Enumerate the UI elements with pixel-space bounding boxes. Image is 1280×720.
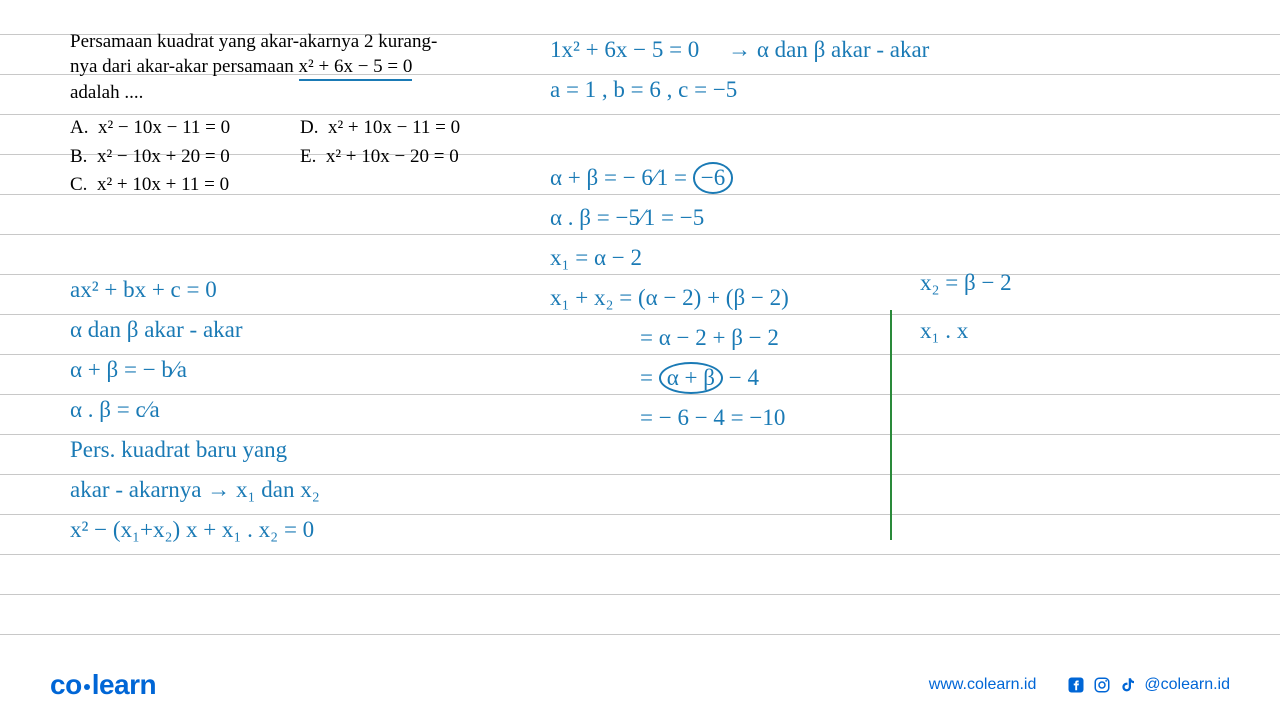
option-e-text: x² + 10x − 20 = 0 — [326, 146, 459, 167]
hw-left-4: α . β = c⁄a — [70, 390, 320, 430]
hw-r8-circled: α + β — [659, 362, 723, 394]
hw-left-7: x² − (x₁+x₂) x + x₁ . x₂ = 0 — [70, 510, 320, 550]
equation-underlined: x² + 6x − 5 = 0 — [299, 56, 413, 77]
hw-r8b: − 4 — [723, 365, 759, 390]
option-a-text: x² − 10x − 11 = 0 — [98, 117, 230, 138]
hw-r8a: = — [640, 365, 659, 390]
hw-left-5: Pers. kuadrat baru yang — [70, 430, 320, 470]
social-handles: @colearn.id — [1066, 675, 1230, 695]
brand-logo: colearn — [50, 669, 156, 701]
footer-bar: colearn www.colearn.id @colearn.id — [0, 650, 1280, 720]
logo-learn: learn — [92, 669, 156, 700]
hw-left-1: ax² + bx + c = 0 — [70, 270, 320, 310]
instagram-icon — [1092, 675, 1112, 695]
footer-right: www.colearn.id @colearn.id — [929, 675, 1230, 695]
x2-definition: x₂ = β − 2 — [920, 270, 1012, 296]
hw-right-7: = α − 2 + β − 2 — [550, 318, 929, 358]
hw-right-8: = α + β − 4 — [550, 358, 929, 398]
hw-right-6: x₁ + x₂ = (α − 2) + (β − 2) — [550, 278, 929, 318]
hw-r1a: 1x² + 6x − 5 = 0 — [550, 37, 699, 62]
hw-left-2: α dan β akar - akar — [70, 310, 320, 350]
hw-right-3: α + β = − 6⁄1 = −6 — [550, 158, 929, 198]
hw-right-5: x₁ = α − 2 — [550, 238, 929, 278]
tiktok-icon — [1118, 675, 1138, 695]
problem-line-1: Persamaan kuadrat yang akar-akarnya 2 ku… — [70, 30, 530, 55]
hw-left-6: akar - akarnya → x₁ dan x₂ — [70, 470, 320, 510]
vertical-divider — [890, 310, 892, 540]
option-d-text: x² + 10x − 11 = 0 — [328, 117, 460, 138]
problem-statement: Persamaan kuadrat yang akar-akarnya 2 ku… — [70, 30, 530, 106]
option-d: D. x² + 10x − 11 = 0 — [300, 114, 490, 143]
hw-right-2: a = 1 , b = 6 , c = −5 — [550, 70, 929, 110]
facebook-icon — [1066, 675, 1086, 695]
hw-right-1: 1x² + 6x − 5 = 0 → α dan β akar - akar — [550, 30, 929, 70]
hw-right-9: = − 6 − 4 = −10 — [550, 398, 929, 438]
option-c: C. x² + 10x + 11 = 0 — [70, 171, 260, 200]
option-b-text: x² − 10x + 20 = 0 — [97, 146, 230, 167]
option-c-text: x² + 10x + 11 = 0 — [97, 174, 229, 195]
problem-line-2: nya dari akar-akar persamaan x² + 6x − 5… — [70, 55, 530, 82]
option-a: A. x² − 10x − 11 = 0 — [70, 114, 260, 143]
equation-text: x² + 6x − 5 = 0 — [299, 55, 413, 82]
hw-left-3: α + β = − b⁄a — [70, 350, 320, 390]
hw-r3-circled: −6 — [693, 162, 733, 194]
social-handle-text: @colearn.id — [1144, 676, 1230, 694]
problem-line-3: adalah .... — [70, 81, 530, 106]
handwritten-notes-right: 1x² + 6x − 5 = 0 → α dan β akar - akar a… — [550, 30, 929, 438]
content-area: Persamaan kuadrat yang akar-akarnya 2 ku… — [0, 0, 1280, 640]
option-e: E. x² + 10x − 20 = 0 — [300, 143, 490, 172]
spacer-1 — [550, 110, 929, 158]
logo-co: co — [50, 669, 82, 700]
hw-r3a: α + β = − 6⁄1 = — [550, 165, 693, 190]
problem-line-2-pre: nya dari akar-akar persamaan — [70, 56, 299, 77]
hw-r1b: → α dan β akar - akar — [728, 37, 929, 62]
logo-dot-icon — [84, 684, 90, 690]
option-b: B. x² − 10x + 20 = 0 — [70, 143, 260, 172]
hw-right-4: α . β = −5⁄1 = −5 — [550, 198, 929, 238]
website-url: www.colearn.id — [929, 676, 1037, 694]
x1x-label: x₁ . x — [920, 318, 968, 344]
handwritten-notes-left: ax² + bx + c = 0 α dan β akar - akar α +… — [70, 270, 320, 550]
